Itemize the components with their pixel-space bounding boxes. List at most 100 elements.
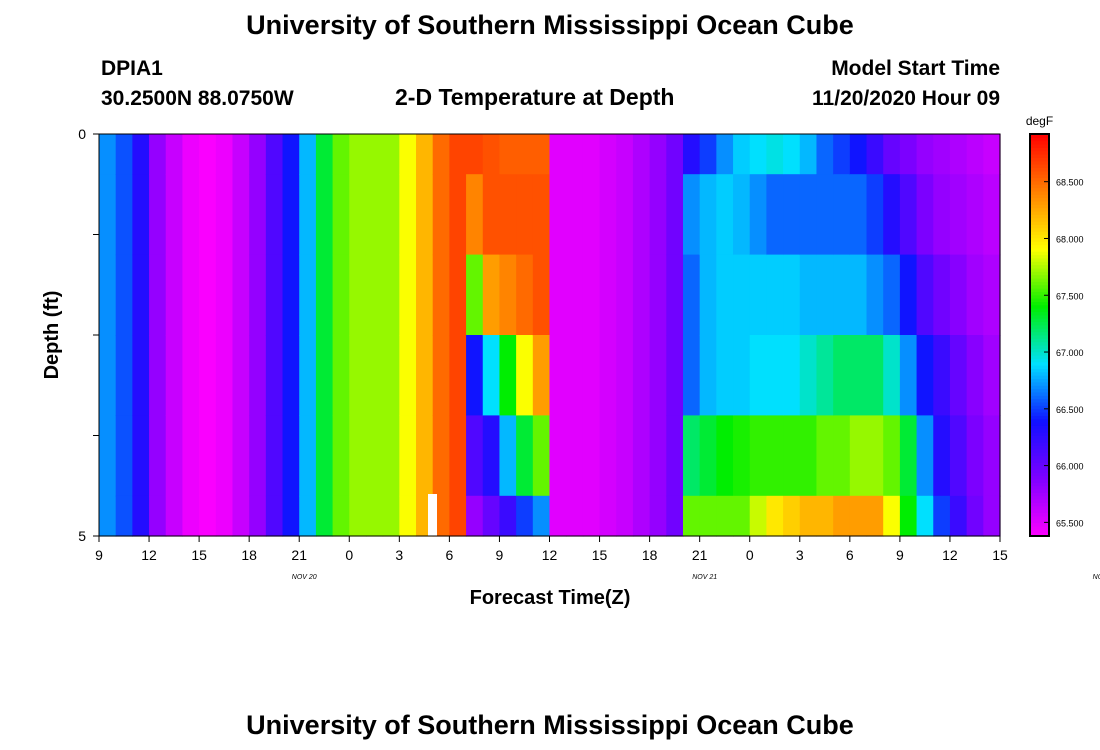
heatmap-cell (349, 174, 367, 256)
heatmap-cell (265, 254, 284, 336)
colorbar-segment (1030, 160, 1049, 165)
colorbar-segment (1030, 204, 1049, 209)
heatmap-cell (916, 134, 934, 175)
heatmap-cell (949, 134, 968, 175)
colorbar-segment (1030, 485, 1049, 490)
heatmap-cell (165, 495, 184, 537)
x-tick-label: 9 (496, 547, 504, 563)
heatmap-cell (516, 254, 534, 336)
heatmap-cell (866, 174, 884, 256)
heatmap-cell (983, 495, 1001, 537)
colorbar-segment (1030, 388, 1049, 393)
heatmap-cell (232, 415, 250, 497)
colorbar-segment (1030, 402, 1049, 406)
heatmap-cell (332, 174, 350, 256)
heatmap-cell (666, 415, 684, 497)
colorbar-segment (1030, 338, 1049, 343)
heatmap-cell (182, 495, 200, 537)
heatmap-cell (833, 415, 851, 497)
heatmap-cell (516, 174, 534, 256)
heatmap-cell (716, 415, 734, 497)
heatmap-cell (866, 254, 884, 336)
colorbar-segment (1030, 314, 1049, 319)
colorbar-segment (1030, 489, 1049, 493)
heatmap-cell (699, 415, 717, 497)
heatmap-cell (199, 415, 217, 497)
heatmap-cell (632, 495, 651, 537)
heatmap-cell (449, 415, 467, 497)
heatmap-cell (315, 174, 334, 256)
heatmap-cell (616, 495, 634, 537)
colorbar-segment (1030, 479, 1049, 483)
colorbar-segment (1030, 284, 1049, 289)
heatmap-cell (783, 254, 801, 336)
colorbar-segment (1030, 519, 1049, 524)
heatmap-cell (332, 495, 350, 537)
heatmap-cell (232, 495, 250, 537)
colorbar-segment (1030, 207, 1049, 212)
heatmap-cell (916, 335, 934, 416)
heatmap-cell (399, 335, 417, 416)
colorbar-segment (1030, 251, 1049, 256)
heatmap-cell (616, 134, 634, 175)
heatmap-cell (499, 134, 517, 175)
heatmap-cell (549, 415, 567, 497)
heatmap-cell (532, 335, 551, 416)
colorbar-segment (1030, 385, 1049, 390)
x-tick-label: 3 (395, 547, 403, 563)
heatmap-cell (482, 134, 501, 175)
colorbar-segment (1030, 174, 1049, 179)
heatmap-cell (966, 174, 984, 256)
heatmap-cell (249, 254, 267, 336)
colorbar-segment (1030, 505, 1049, 510)
heatmap-cell (215, 134, 234, 175)
heatmap-cell (165, 254, 184, 336)
colorbar-segment (1030, 452, 1049, 457)
heatmap-cell (582, 495, 601, 537)
colorbar-segment (1030, 482, 1049, 487)
heatmap-cell (399, 254, 417, 336)
colorbar-segment (1030, 261, 1049, 266)
heatmap-cell (199, 495, 217, 537)
heatmap-cell (549, 254, 567, 336)
heatmap-cell (132, 415, 150, 497)
heatmap-cell (716, 174, 734, 256)
colorbar-segment (1030, 405, 1049, 410)
heatmap-cell (582, 174, 601, 256)
heatmap-cell (416, 254, 434, 336)
heatmap-cell (232, 134, 250, 175)
heatmap-cell (532, 134, 551, 175)
heatmap-cell (833, 335, 851, 416)
colorbar-tick-label: 66.500 (1056, 405, 1084, 415)
heatmap-cell (99, 415, 117, 497)
x-tick-label: 0 (746, 547, 754, 563)
colorbar-segment (1030, 428, 1049, 433)
heatmap-cell (99, 254, 117, 336)
heatmap-cell (449, 335, 467, 416)
colorbar-segment (1030, 180, 1049, 185)
colorbar-segment (1030, 361, 1049, 366)
heatmap-cell (666, 134, 684, 175)
heatmap-cell (933, 495, 951, 537)
heatmap-cell (149, 415, 167, 497)
heatmap-cell (916, 415, 934, 497)
x-tick-label: 15 (992, 547, 1008, 563)
heatmap-cell (299, 415, 317, 497)
x-tick-label: 9 (896, 547, 904, 563)
heatmap-cell (365, 495, 384, 537)
x-axis: 9 12 15 18 21 0 3 6 9 12 15 18 21 0 3 6 9 12 15 NOV 20 NOV 2… (95, 536, 1100, 581)
heatmap-cell (149, 254, 167, 336)
heatmap-cell (416, 415, 434, 497)
heatmap-cell (599, 415, 617, 497)
heatmap-cell (399, 174, 417, 256)
colorbar-segment (1030, 268, 1049, 272)
colorbar-segment (1030, 378, 1049, 383)
colorbar-segment (1030, 442, 1049, 447)
colorbar-tick-label: 67.000 (1056, 348, 1084, 358)
colorbar-segment (1030, 331, 1049, 336)
heatmap-cell (949, 415, 968, 497)
heatmap-cell (682, 134, 701, 175)
colorbar-segment (1030, 234, 1049, 239)
x-tick-label: 21 (692, 547, 708, 563)
heatmap-cell (382, 254, 400, 336)
